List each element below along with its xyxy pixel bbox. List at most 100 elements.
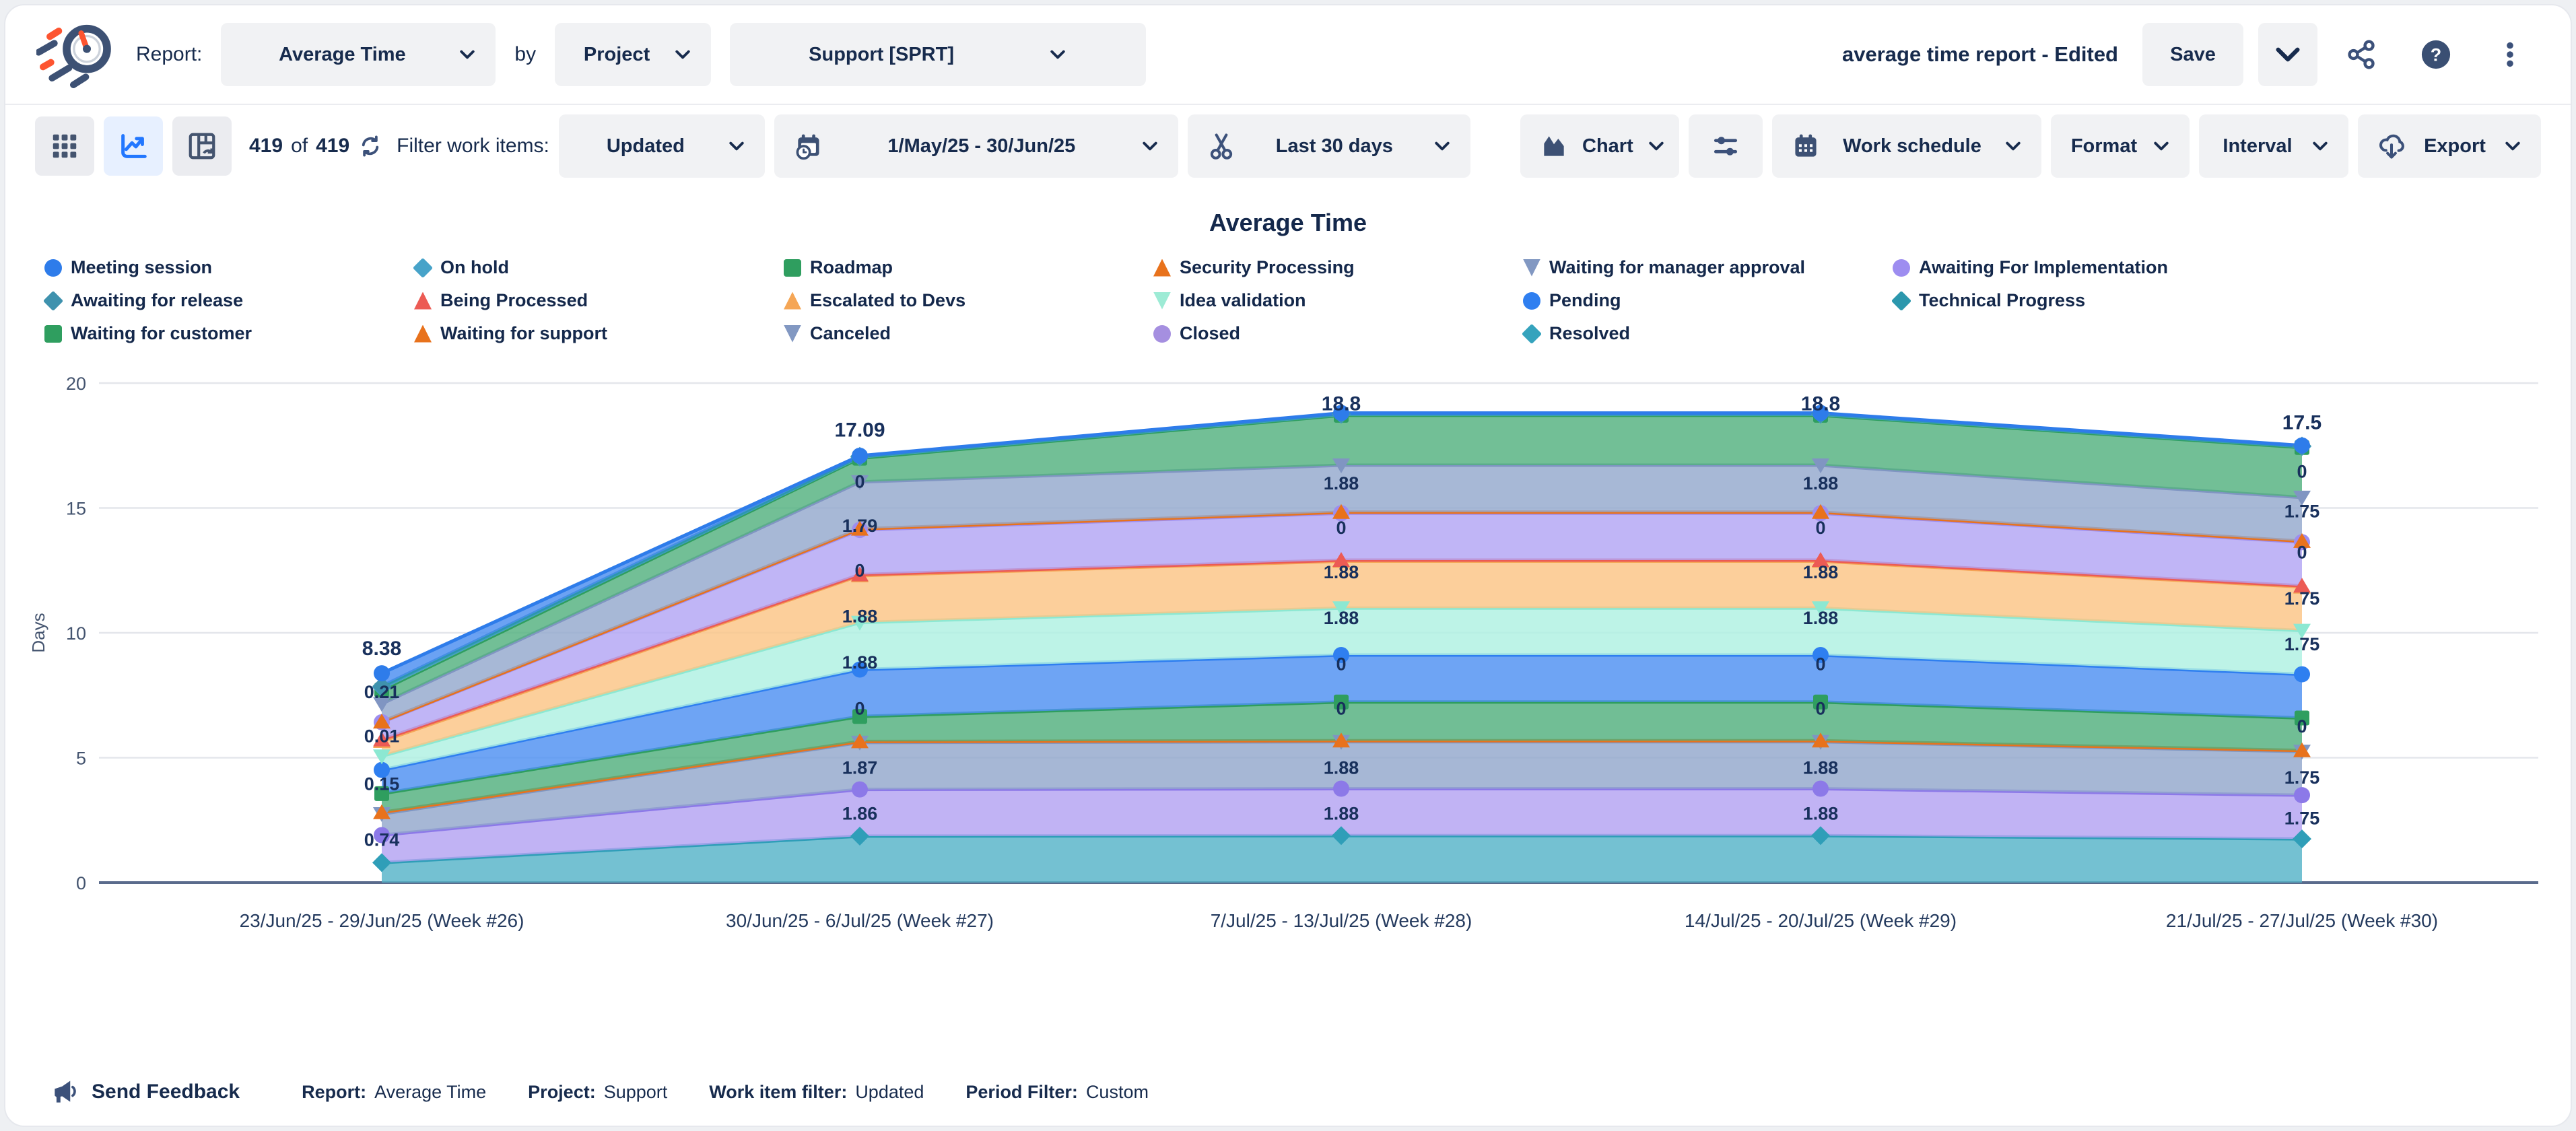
report-type-dropdown[interactable]: Average Time [221,23,496,86]
work-schedule-dropdown[interactable]: Work schedule [1772,114,2041,178]
chart-type-dropdown[interactable]: Chart [1520,114,1679,178]
point-marker [1812,601,1829,617]
point-marker [2293,490,2311,506]
legend-item[interactable]: Being Processed [414,290,784,311]
legend-marker-icon [784,292,801,310]
legend-item[interactable]: Pending [1523,290,1893,311]
point-marker [1812,780,1829,797]
legend-item[interactable]: Resolved [1521,323,1893,344]
point-label: 0 [854,698,865,718]
format-dropdown[interactable]: Format [2051,114,2190,178]
point-marker [1332,826,1351,846]
filter-field-dropdown[interactable]: Updated [558,114,765,178]
filter-value: Updated [606,135,685,157]
point-label: 18.8 [1801,393,1840,415]
legend-item[interactable]: Waiting for support [414,323,784,344]
export-dropdown[interactable]: Export [2358,114,2541,178]
line-chart-icon [121,134,147,158]
band-pending [382,655,2302,794]
legend-label: Canceled [810,323,891,343]
point-marker [1812,458,1829,474]
help-icon: ? [2421,40,2451,69]
legend-item[interactable]: Escalated to Devs [784,290,1153,311]
x-tick-label: 21/Jul/25 - 27/Jul/25 (Week #30) [2166,910,2438,931]
chart-settings-button[interactable] [1689,114,1763,178]
legend-item[interactable]: Waiting for customer [44,323,414,344]
group-by-dropdown[interactable]: Project [555,23,712,86]
legend-marker-icon [1523,259,1540,277]
legend-item[interactable]: Waiting for manager approval [1523,257,1893,278]
save-options-button[interactable] [2258,23,2317,86]
chevron-down-icon [2505,141,2520,151]
pivot-view-button[interactable] [172,116,232,176]
legend-item[interactable]: On hold [412,257,784,278]
point-marker [374,761,390,778]
x-tick-label: 14/Jul/25 - 20/Jul/25 (Week #29) [1685,910,1957,931]
send-feedback-label: Send Feedback [92,1081,240,1103]
chevron-down-icon [1649,141,1664,151]
legend-marker-icon [44,259,62,277]
report-type-value: Average Time [279,43,406,65]
svg-text:?: ? [2431,45,2441,65]
format-value: Format [2070,135,2138,157]
point-marker [2293,533,2311,548]
point-label: 18.8 [1322,393,1361,415]
footer-period-label: Period Filter: [965,1081,1078,1102]
work-item-count: 419 of 419 [249,133,383,159]
refresh-button[interactable] [358,133,383,159]
app-window: Report: Average Time by Project Support … [4,4,2572,1127]
legend-item[interactable]: Meeting session [44,257,414,278]
point-marker [1332,601,1350,617]
point-marker [851,520,869,536]
point-label: 1.75 [2284,809,2320,829]
save-button[interactable]: Save [2142,23,2243,86]
send-feedback-button[interactable]: Send Feedback [50,1077,240,1107]
help-button[interactable]: ? [2406,23,2466,86]
legend-item[interactable]: Technical Progress [1891,290,2262,311]
grid-view-button[interactable] [35,116,94,176]
interval-dropdown[interactable]: Interval [2199,114,2348,178]
point-marker [1334,694,1349,710]
chart-view-button[interactable] [104,116,163,176]
point-marker [851,475,869,490]
legend-item[interactable]: Idea validation [1153,290,1523,311]
chart-legend: Meeting session On hold Roadmap Security Pr… [42,257,2571,344]
date-range-picker[interactable]: 1/May/25 - 30/Jun/25 [774,114,1178,178]
share-button[interactable] [2332,23,2392,86]
legend-marker-icon [784,259,801,277]
point-label: 0 [854,472,865,492]
point-label: 1.88 [1803,608,1839,628]
point-marker [851,733,869,749]
legend-label: Waiting for customer [71,323,252,343]
footer-summary: Report: Average Time Project: Support Wo… [302,1082,1149,1103]
legend-item[interactable]: Awaiting For Implementation [1893,257,2262,278]
x-axis-labels: 23/Jun/25 - 29/Jun/25 (Week #26) 30/Jun/2… [240,910,2439,931]
point-marker [372,853,391,872]
point-marker [2295,710,2309,726]
point-marker [373,731,391,747]
point-label: 1.88 [1324,804,1359,824]
group-by-value: Project [583,43,650,65]
project-dropdown[interactable]: Support [SPRT] [730,23,1147,86]
footer-period-value: Custom [1085,1081,1149,1102]
footer-filter-value: Updated [855,1081,924,1102]
chevron-down-icon [2006,141,2021,151]
interval-value: Interval [2223,135,2293,157]
save-label: Save [2170,43,2216,65]
point-label: 0.74 [364,830,400,850]
legend-label: Waiting for manager approval [1549,257,1806,277]
point-marker [1333,405,1349,421]
legend-item[interactable]: Awaiting for release [42,290,414,311]
period-preset-dropdown[interactable]: Last 30 days [1187,114,1470,178]
chevron-down-icon [1050,50,1065,59]
band-roadmap [382,415,2302,704]
legend-item[interactable]: Roadmap [784,257,1153,278]
legend-item[interactable]: Security Processing [1153,257,1523,278]
more-options-button[interactable] [2480,23,2540,86]
point-marker [852,447,868,464]
point-marker [2294,666,2310,683]
point-marker [2293,623,2311,639]
legend-item[interactable]: Closed [1153,323,1523,344]
legend-item[interactable]: Canceled [784,323,1153,344]
